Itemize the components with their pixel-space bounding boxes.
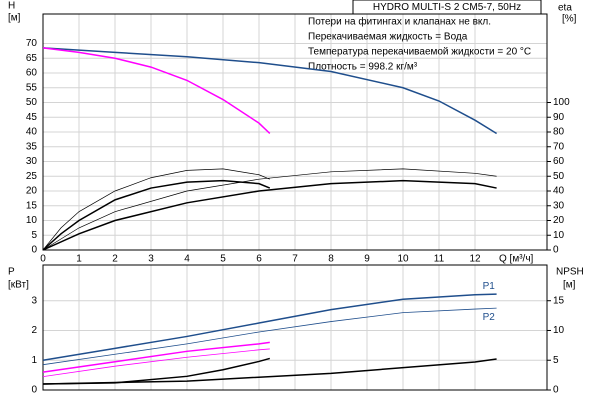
x-tick-label: 2 bbox=[112, 254, 118, 265]
x-tick-label: 5 bbox=[220, 254, 226, 265]
y-tick-label: 50 bbox=[26, 97, 38, 108]
plot: 0 1 2 3 0 5 10 15 P [кВт] NPSH [м] P1 P2 bbox=[8, 264, 584, 396]
y-tick-label: 70 bbox=[26, 38, 38, 49]
y-tick-label: 2 bbox=[31, 325, 37, 336]
x-tick-label: 4 bbox=[184, 254, 190, 265]
curve bbox=[42, 168, 270, 251]
y2-axis-unit: [%] bbox=[562, 14, 577, 25]
y2-tick-label: 50 bbox=[553, 171, 565, 182]
y-tick-label: 45 bbox=[26, 112, 38, 123]
y2-axis-label: eta bbox=[558, 3, 572, 14]
y-tick-label: 55 bbox=[26, 82, 38, 93]
curve bbox=[42, 179, 271, 251]
chart-title: HYDRO MULTI-S 2 CM5-7, 50Hz bbox=[373, 2, 521, 13]
y-tick-label: 30 bbox=[26, 156, 38, 167]
y2-tick-label: 15 bbox=[553, 295, 565, 306]
curve bbox=[42, 47, 497, 135]
note: Плотность = 998.2 кг/м³ bbox=[308, 62, 418, 73]
plots: 0 1 2 3 4 5 6 7 8 9 10 11 12051015202530354045505560… bbox=[8, 1, 584, 396]
curve bbox=[42, 348, 270, 378]
note: Потери на фитингах и клапанах не вкл. bbox=[308, 16, 491, 28]
y2-tick-label: 0 bbox=[553, 385, 559, 396]
x-tick-label: 10 bbox=[397, 254, 409, 265]
y-tick-label: 65 bbox=[26, 53, 38, 64]
curve bbox=[42, 168, 497, 251]
curve bbox=[42, 357, 270, 385]
y-tick-label: 3 bbox=[31, 295, 37, 306]
y2-axis-unit: [м] bbox=[563, 280, 576, 291]
y-tick-label: 0 bbox=[31, 385, 37, 396]
y2-tick-label: 40 bbox=[553, 186, 565, 197]
series-label: P1 bbox=[483, 281, 496, 292]
x-tick-label: 8 bbox=[328, 254, 334, 265]
curve bbox=[42, 47, 271, 135]
y-tick-label: 1 bbox=[31, 355, 37, 366]
curve bbox=[42, 341, 270, 373]
y2-tick-label: 100 bbox=[553, 97, 570, 108]
plot-frame bbox=[42, 264, 548, 391]
y-axis-label: H bbox=[8, 1, 15, 12]
x-tick-label: 9 bbox=[364, 254, 370, 265]
curve bbox=[42, 307, 497, 366]
x-tick-label: 7 bbox=[292, 254, 298, 265]
x-tick-label: 0 bbox=[40, 254, 46, 265]
x-tick-label: 11 bbox=[434, 254, 445, 265]
y2-axis-label: NPSH bbox=[556, 267, 584, 278]
y2-tick-label: 20 bbox=[553, 215, 565, 226]
note: Перекачиваемая жидкость = Вода bbox=[308, 32, 468, 43]
plot: 0 1 2 3 4 5 6 7 8 9 10 11 12051015202530354045505560… bbox=[8, 1, 577, 265]
note: Температура перекачиваемой жидкости = 20… bbox=[308, 47, 531, 58]
curve bbox=[42, 358, 497, 385]
curve bbox=[42, 179, 497, 251]
y-tick-label: 10 bbox=[26, 215, 38, 226]
x-tick-label: 1 bbox=[76, 254, 82, 265]
x-tick-label: 12 bbox=[469, 254, 481, 265]
y2-tick-label: 10 bbox=[553, 230, 565, 241]
y-axis-label: P bbox=[8, 267, 15, 278]
x-tick-label: 6 bbox=[256, 254, 262, 265]
y-axis-unit: [кВт] bbox=[8, 280, 29, 291]
y2-tick-label: 90 bbox=[553, 112, 565, 123]
y-tick-label: 20 bbox=[26, 186, 38, 197]
y-tick-label: 0 bbox=[31, 245, 37, 256]
y-tick-label: 25 bbox=[26, 171, 38, 182]
y2-tick-label: 80 bbox=[553, 127, 565, 138]
curve bbox=[42, 293, 497, 361]
y2-tick-label: 60 bbox=[553, 156, 565, 167]
y-tick-label: 60 bbox=[26, 68, 38, 79]
x-axis-label: Q [м³/ч] bbox=[499, 254, 534, 265]
plot-frame bbox=[42, 13, 548, 251]
y-tick-label: 5 bbox=[31, 230, 37, 241]
title-box bbox=[352, 0, 542, 15]
y-tick-label: 40 bbox=[26, 127, 38, 138]
y-axis-unit: [м] bbox=[8, 13, 21, 24]
y2-tick-label: 30 bbox=[553, 200, 565, 211]
series-label: P2 bbox=[483, 312, 496, 323]
y2-tick-label: 70 bbox=[553, 141, 565, 152]
y-tick-label: 35 bbox=[26, 141, 38, 152]
y-tick-label: 15 bbox=[26, 200, 38, 211]
y2-tick-label: 10 bbox=[553, 325, 565, 336]
y2-tick-label: 5 bbox=[553, 355, 559, 366]
y2-tick-label: 0 bbox=[553, 245, 559, 256]
x-tick-label: 3 bbox=[148, 254, 154, 265]
